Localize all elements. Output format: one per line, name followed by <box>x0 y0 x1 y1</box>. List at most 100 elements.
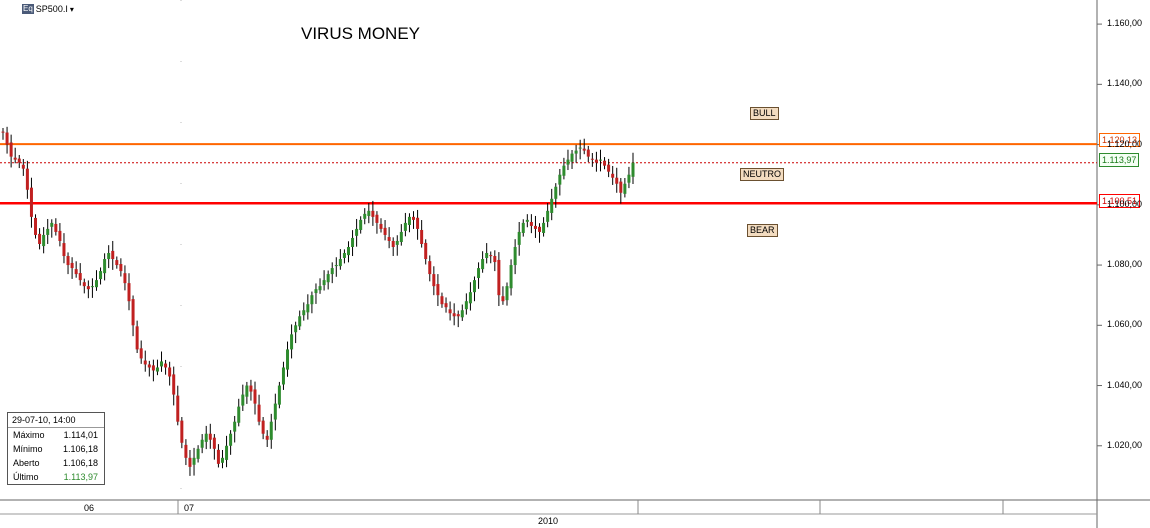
candle-body <box>139 348 143 359</box>
ohlc-info-box: 29-07-10, 14:00 Máximo 1.114,01 Mínimo 1.1… <box>7 412 105 485</box>
x-tick-label: 07 <box>184 503 195 513</box>
candle-body <box>542 222 546 233</box>
candle-body <box>550 198 554 213</box>
x-year-label: 2010 <box>538 516 559 526</box>
info-value: 1.106,18 <box>62 444 98 454</box>
candle-body <box>363 213 367 219</box>
candle-body <box>310 295 314 305</box>
last-price-label: 1.113,97 <box>1099 153 1140 167</box>
candle-body <box>326 274 330 283</box>
candle-body <box>131 299 135 326</box>
candle-body <box>355 228 359 236</box>
symbol-selector[interactable]: Eq SP500.I ▾ <box>22 4 74 14</box>
candle-body <box>383 227 387 235</box>
symbol-label: SP500.I <box>35 4 68 14</box>
candle-body <box>586 149 590 157</box>
candle-body <box>603 160 607 166</box>
candle-body <box>294 325 298 333</box>
candle-body <box>627 174 631 183</box>
candle-body <box>42 234 46 247</box>
y-tick-label: 1.020,00 <box>1107 439 1143 450</box>
candle-body <box>558 174 562 185</box>
candle-body <box>440 296 444 305</box>
candle-body <box>25 168 29 190</box>
candle-body <box>233 421 237 432</box>
candle-body <box>9 142 13 157</box>
candle-body <box>436 284 440 296</box>
candle-body <box>607 164 611 172</box>
candle-body <box>330 268 334 275</box>
candle-body <box>318 286 322 291</box>
candle-body <box>554 186 558 199</box>
candle-body <box>371 210 375 217</box>
candle-body <box>517 231 521 245</box>
info-value: 1.114,01 <box>63 430 98 440</box>
candle-body <box>538 226 542 232</box>
candle-body <box>387 237 391 241</box>
candle-body <box>229 433 233 446</box>
candle-body <box>623 183 627 194</box>
candle-body <box>566 159 570 165</box>
candle-body <box>314 289 318 294</box>
y-tick-label: 1.140,00 <box>1107 78 1143 89</box>
candle-body <box>322 280 326 286</box>
candle-body <box>220 457 224 463</box>
candle-body <box>533 225 537 229</box>
candle-body <box>86 286 90 290</box>
zone-tag-bull: BULL <box>750 107 779 120</box>
candle-body <box>13 157 17 160</box>
candle-body <box>192 457 196 465</box>
candle-body <box>119 264 123 272</box>
candle-body <box>200 439 204 448</box>
candle-body <box>273 403 277 420</box>
candle-body <box>448 309 452 314</box>
candle-body <box>399 231 403 243</box>
candle-body <box>562 165 566 176</box>
candle-body <box>416 217 420 229</box>
candle-body <box>172 374 176 395</box>
candle-body <box>481 259 485 270</box>
candle-body <box>493 256 497 263</box>
candle-body <box>135 326 139 350</box>
candle-body <box>212 437 216 449</box>
candle-body <box>456 314 460 317</box>
candle-body <box>302 310 306 316</box>
candle-body <box>21 164 25 169</box>
candle-body <box>188 457 192 467</box>
info-value: 1.106,18 <box>62 458 98 468</box>
candle-body <box>505 286 509 301</box>
y-tick-label: 1.120,00 <box>1107 138 1143 149</box>
candle-body <box>452 313 456 317</box>
candle-body <box>444 303 448 308</box>
candle-body <box>631 162 635 177</box>
chevron-down-icon[interactable]: ▾ <box>69 4 74 14</box>
candle-body <box>375 214 379 223</box>
candle-body <box>180 420 184 443</box>
candle-body <box>225 445 229 460</box>
candle-body <box>501 296 505 302</box>
equity-badge-icon: Eq <box>22 4 34 14</box>
candle-body <box>403 222 407 231</box>
candle-body <box>5 132 9 145</box>
candle-body <box>155 367 159 372</box>
candle-body <box>290 334 294 350</box>
candle-body <box>143 360 147 365</box>
info-date: 29-07-10, 14:00 <box>8 413 104 428</box>
candle-body <box>420 229 424 244</box>
candle-body <box>208 433 212 440</box>
candle-body <box>70 262 74 269</box>
info-label: Aberto <box>13 458 40 468</box>
candle-body <box>107 253 111 260</box>
info-label: Último <box>13 472 39 482</box>
candle-body <box>74 269 78 275</box>
candle-body <box>204 433 208 442</box>
candle-body <box>38 233 42 244</box>
candle-body <box>379 223 383 229</box>
candle-body <box>115 260 119 266</box>
candle-body <box>432 274 436 287</box>
y-tick-label: 1.040,00 <box>1107 379 1143 390</box>
candle-body <box>127 283 131 302</box>
candle-body <box>164 363 168 368</box>
candle-body <box>160 361 164 367</box>
